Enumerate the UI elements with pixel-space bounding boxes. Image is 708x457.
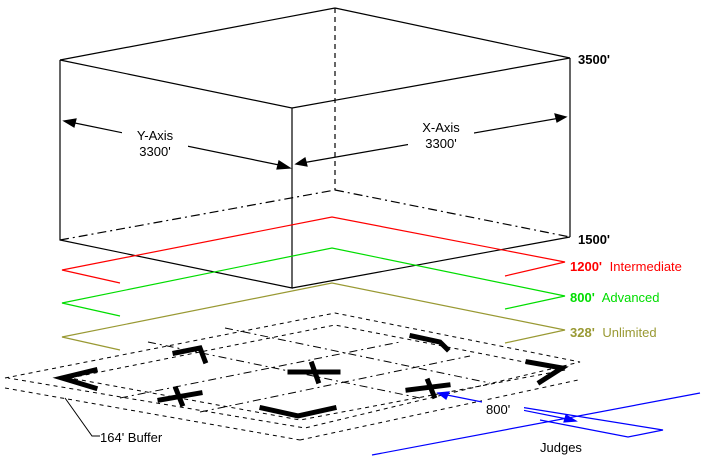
- ground-grid: [4, 312, 581, 441]
- intermediate-deck-outline: [61, 216, 566, 284]
- y-axis-name: Y-Axis: [137, 128, 174, 143]
- marker-corner-top-left: [172, 345, 209, 365]
- x-axis-name: X-Axis: [422, 120, 460, 135]
- marker-corner-top-right: [409, 333, 451, 353]
- box-front-face: [59, 59, 293, 289]
- judges-line: [371, 392, 701, 456]
- unlimited-deck-outline: [61, 282, 566, 351]
- deck-name-intermediate: Intermediate: [610, 259, 682, 274]
- marker-corner-right: [525, 359, 569, 386]
- box-bottom-right-edge: [291, 236, 571, 289]
- marker-cross-left: [157, 385, 203, 408]
- deck-altitude-intermediate: 1200': [570, 259, 602, 274]
- bottom-altitude-label: 1500': [578, 232, 610, 247]
- box-top-left-edge: [59, 7, 336, 61]
- judges-distance-label: 800': [486, 402, 510, 417]
- deck-label-intermediate: 1200' Intermediate: [570, 259, 682, 274]
- deck-name-advanced: Advanced: [602, 290, 660, 305]
- marker-corner-left: [52, 366, 99, 392]
- box-top-right-edge: [291, 57, 571, 109]
- aerobatic-box: [59, 7, 571, 289]
- deck-altitude-unlimited: 328': [570, 325, 595, 340]
- marker-cross-right: [405, 377, 451, 400]
- deck-name-unlimited: Unlimited: [602, 325, 656, 340]
- marker-corner-bottom: [259, 405, 337, 419]
- advanced-deck-outline: [61, 247, 566, 317]
- top-altitude-label: 3500': [578, 52, 610, 67]
- deck-label-unlimited: 328' Unlimited: [570, 325, 657, 340]
- marker-cross-center: [287, 360, 341, 385]
- deck-altitude-advanced: 800': [570, 290, 595, 305]
- buffer-label: 164' Buffer: [100, 430, 163, 445]
- box-hidden-left: [59, 189, 336, 241]
- buffer-callout-line: [64, 397, 100, 437]
- deck-label-advanced: 800' Advanced: [570, 290, 660, 305]
- y-axis-length: 3300': [139, 144, 170, 159]
- box-top-back-edge: [334, 7, 571, 59]
- ground-markers: [52, 333, 569, 419]
- judges-label: Judges: [540, 440, 582, 455]
- x-axis-length: 3300': [425, 136, 456, 151]
- box-hidden-right: [334, 189, 571, 238]
